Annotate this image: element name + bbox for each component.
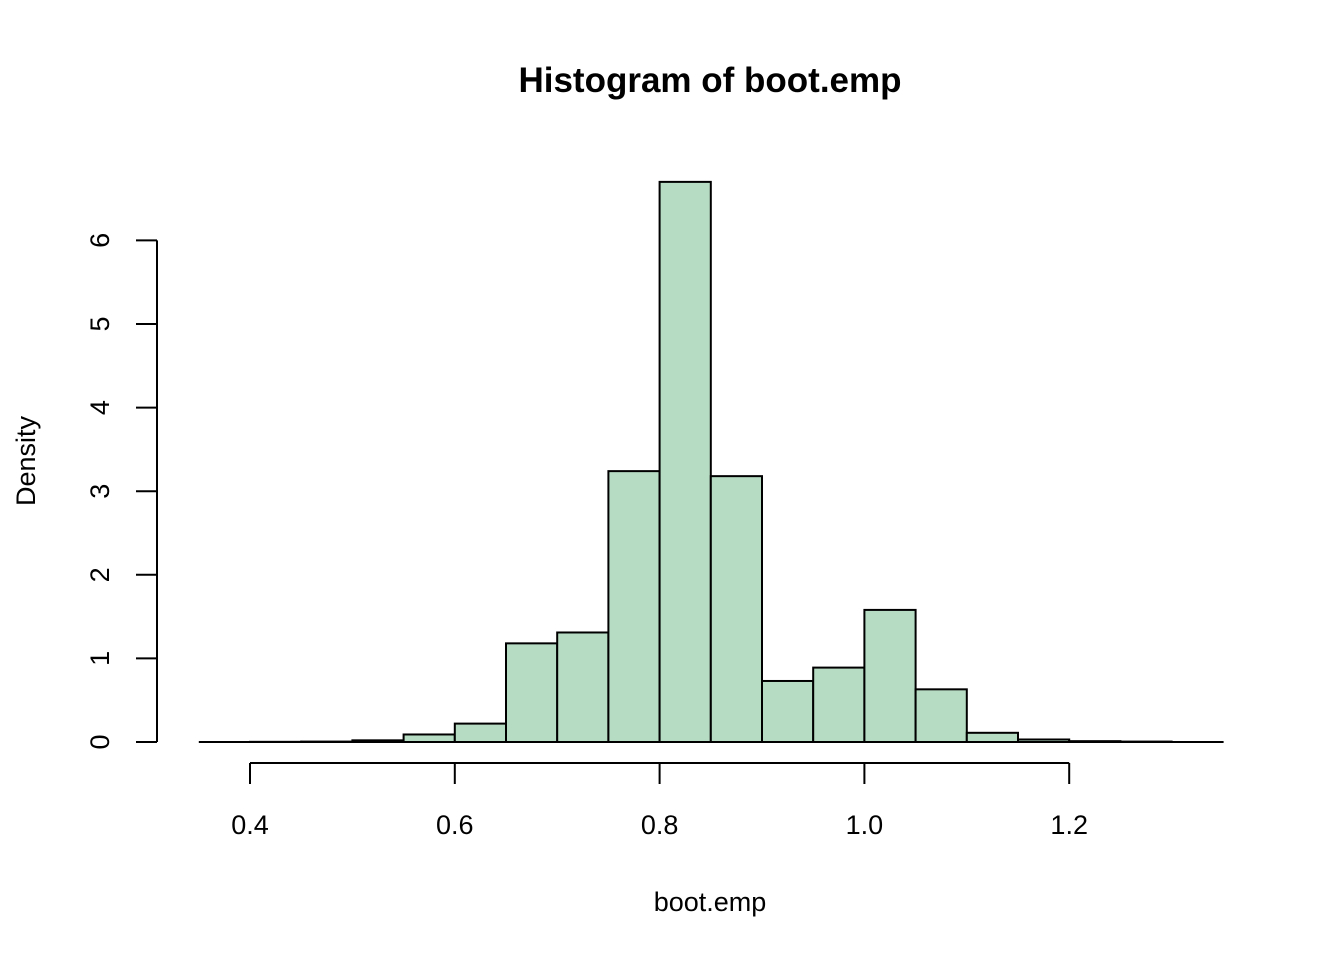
y-tick-label: 6 [85, 233, 115, 248]
x-tick-label: 0.8 [641, 810, 679, 840]
histogram-bar [402, 733, 456, 744]
y-axis-label: Density [11, 415, 41, 506]
x-tick-label: 1.2 [1050, 810, 1088, 840]
histogram-bar [556, 631, 610, 744]
x-tick-label: 1.0 [846, 810, 884, 840]
histogram-bar [658, 180, 712, 743]
x-tick-label: 0.6 [436, 810, 474, 840]
x-axis-label: boot.emp [654, 887, 767, 917]
histogram-bar [965, 731, 1019, 744]
x-axis: 0.4 0.6 0.8 1.0 1.2 [231, 762, 1088, 840]
y-tick-label: 4 [85, 400, 115, 415]
histogram-bar [914, 688, 968, 743]
y-tick-label: 0 [85, 734, 115, 749]
histogram-bar [607, 470, 661, 743]
histogram-bar [709, 475, 763, 743]
bars-group [249, 180, 1173, 744]
histogram-bar [863, 608, 917, 743]
histogram-bar [812, 666, 866, 744]
chart-title: Histogram of boot.emp [518, 61, 901, 100]
histogram-bar [505, 642, 559, 743]
y-tick-label: 2 [85, 567, 115, 582]
y-tick-label: 3 [85, 484, 115, 499]
y-tick-label: 1 [85, 651, 115, 666]
histogram-bar [453, 722, 507, 743]
y-tick-label: 5 [85, 316, 115, 331]
y-axis: 0 1 2 3 4 5 6 [85, 233, 158, 750]
histogram-bar [761, 679, 815, 743]
x-tick-label: 0.4 [231, 810, 269, 840]
